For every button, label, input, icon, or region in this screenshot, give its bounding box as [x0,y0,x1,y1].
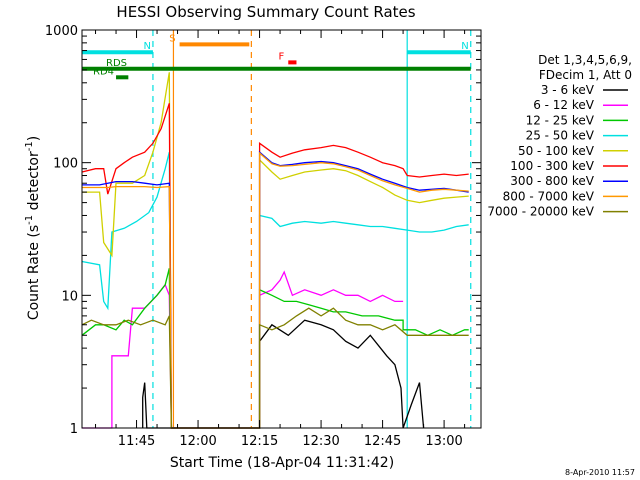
flag-label: F [279,51,285,62]
legend-entry-label: 7000 - 20000 keV [487,205,594,219]
y-tick-label: 1 [70,422,78,437]
plot-frame [81,29,482,429]
x-tick-label: 11:45 [118,434,155,449]
y-tick-label: 100 [53,157,78,172]
legend-entry-label: 25 - 50 keV [526,129,595,143]
series-line [81,268,469,429]
legend: Det 1,3,4,5,6,9, FDecim 1, Att 0 3 - 6 k… [487,53,632,219]
x-tick-label: 12:15 [241,434,278,449]
legend-entry-label: 12 - 25 keV [526,113,595,127]
chart-axes: 1 10 100 1000 11:45 12:00 12:15 12:30 12:45 13:00 [45,24,482,449]
series-line [82,270,404,429]
y-tick-label: 10 [61,289,78,304]
legend-entry-label: 50 - 100 keV [518,144,595,158]
series-line [82,72,469,429]
series-line [142,319,425,429]
x-tick-label: 12:30 [302,434,339,449]
series-line [82,150,469,429]
flag-label: RD4 [93,66,114,77]
legend-header-line-1: Det 1,3,4,5,6,9, [538,53,632,67]
legend-entry-label: 100 - 300 keV [510,159,594,173]
series-line [81,103,469,429]
chart-title: HESSI Observing Summary Count Rates [116,3,415,21]
series-line [81,152,469,429]
legend-entry-label: 3 - 6 keV [541,83,595,97]
series-line [81,307,469,429]
x-tick-label: 13:00 [425,434,462,449]
series-line [82,151,469,429]
x-tick-label: 12:00 [179,434,216,449]
x-axis-label: Start Time (18-Apr-04 11:31:42) [170,455,394,471]
y-tick-label: 1000 [45,24,78,39]
legend-entry-label: 6 - 12 keV [533,98,595,112]
flag-label: N [143,41,150,52]
flag-label: N [461,41,468,52]
x-tick-label: 12:45 [364,434,401,449]
y-axis-label: Count Rate (s-1 detector-1) [24,136,42,320]
legend-entry-label: 800 - 7000 keV [503,189,595,203]
legend-entry-label: 300 - 800 keV [510,174,594,188]
flag-label: RDS [106,58,127,69]
footer-timestamp: 8-Apr-2010 11:57 [565,468,635,477]
legend-header-line-2: FDecim 1, Att 0 [539,68,632,82]
flag-label: S [169,33,175,44]
